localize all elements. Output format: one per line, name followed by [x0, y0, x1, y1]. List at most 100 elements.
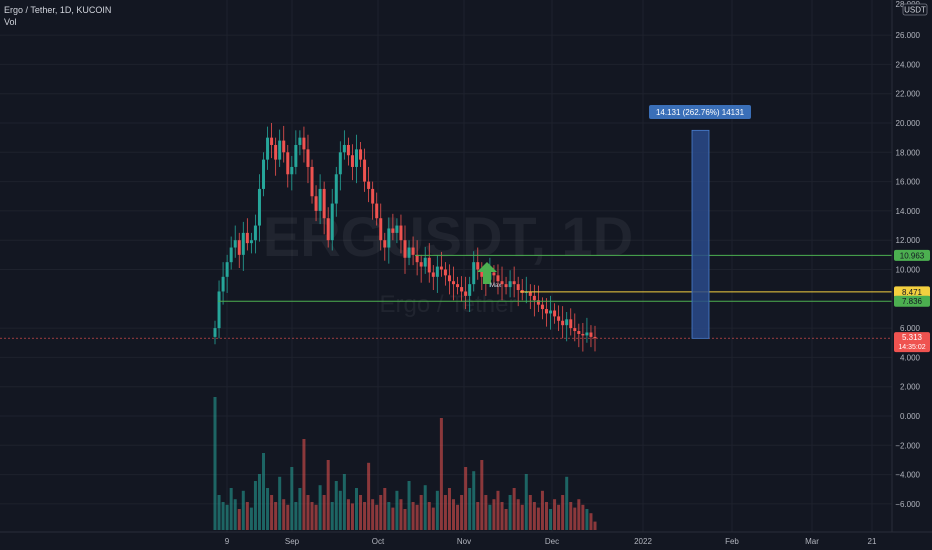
- volume-bars: [213, 397, 597, 530]
- volume-bar: [371, 499, 375, 530]
- watermark-name: Ergo / Tether: [380, 291, 517, 318]
- price-tick-label: 18.000: [896, 148, 921, 157]
- time-axis: 9 Sep Oct Nov Dec 2022 Feb Mar 21: [225, 537, 877, 546]
- price-tag-current-box: [894, 332, 930, 353]
- volume-bar: [512, 488, 516, 530]
- price-tick-label: 12.000: [896, 236, 921, 245]
- candle-body: [237, 240, 241, 255]
- candle-body: [516, 284, 520, 291]
- volume-bar: [367, 462, 371, 530]
- volume-bar: [573, 507, 577, 530]
- candle-body: [249, 240, 253, 244]
- volume-bar: [577, 499, 581, 530]
- candle-body: [569, 319, 573, 329]
- candle-body: [266, 137, 270, 160]
- price-tag-yellow-text: 8.471: [902, 288, 923, 297]
- candle-body: [573, 328, 577, 332]
- price-tag-green-top-text: 10.963: [900, 251, 925, 260]
- time-tick-label: Oct: [372, 537, 385, 546]
- candle-body: [278, 140, 282, 160]
- price-tick-label: −4.000: [895, 471, 920, 480]
- volume-bar: [480, 460, 484, 530]
- volume-bar: [274, 502, 278, 530]
- price-tag-current[interactable]: 5.313 14:35:02: [894, 332, 930, 353]
- volume-indicator-label[interactable]: Vol: [4, 17, 17, 27]
- candle-body: [492, 272, 496, 276]
- volume-bar: [488, 504, 492, 530]
- candle-body: [217, 291, 221, 329]
- volume-bar: [419, 495, 423, 530]
- volume-bar: [399, 499, 403, 530]
- volume-bar: [500, 502, 504, 530]
- volume-bar: [241, 490, 245, 530]
- chart-legend: Ergo / Tether, 1D, KUCOIN Vol: [4, 4, 111, 28]
- candle-body: [359, 149, 363, 160]
- candle-body: [411, 247, 415, 255]
- candle-body: [318, 188, 322, 211]
- time-tick-label: Nov: [457, 537, 471, 546]
- volume-bar: [472, 471, 476, 530]
- volume-bar: [496, 490, 500, 530]
- volume-bar: [310, 502, 314, 530]
- candle-body: [354, 149, 358, 167]
- candle-body: [294, 144, 298, 167]
- volume-bar: [569, 502, 573, 530]
- volume-bar: [270, 495, 274, 530]
- candle-body: [561, 320, 565, 326]
- candle-body: [528, 291, 532, 296]
- volume-bar: [354, 488, 358, 530]
- volume-bar: [484, 495, 488, 530]
- time-tick-label: 21: [868, 537, 877, 546]
- volume-bar: [553, 499, 557, 530]
- candle-body: [367, 181, 371, 189]
- candle-body: [496, 275, 500, 282]
- candle-body: [581, 333, 585, 336]
- annotation-text: Max: [490, 283, 501, 289]
- volume-bar: [253, 481, 257, 530]
- price-tag-green-top[interactable]: 10.963: [894, 249, 930, 261]
- candle-body: [407, 247, 411, 258]
- candle-body: [221, 276, 225, 292]
- candle-body: [476, 262, 480, 270]
- volume-bar: [520, 504, 524, 530]
- measure-label-box: [649, 105, 751, 119]
- volume-bar: [249, 507, 253, 530]
- time-tick-label: Mar: [805, 537, 819, 546]
- currency-badge[interactable]: USDT: [902, 3, 928, 16]
- price-candles: [213, 123, 597, 352]
- volume-bar: [278, 476, 282, 530]
- candle-body: [290, 166, 294, 175]
- price-tag-green-bottom[interactable]: 7.836: [894, 295, 930, 307]
- price-tick-label: 26.000: [896, 31, 921, 40]
- candle-body: [427, 257, 431, 273]
- volume-bar: [282, 499, 286, 530]
- price-tick-label: 10.000: [896, 266, 921, 275]
- price-tick-label: 14.000: [896, 207, 921, 216]
- volume-bar: [447, 488, 451, 530]
- volume-bar: [565, 476, 569, 530]
- volume-bar: [363, 502, 367, 530]
- candle-body: [593, 336, 597, 339]
- volume-bar: [532, 502, 536, 530]
- volume-bar: [407, 481, 411, 530]
- volume-bar: [229, 488, 233, 530]
- candle-body: [298, 137, 302, 145]
- candle-body: [225, 262, 229, 277]
- candle-body: [241, 232, 245, 255]
- price-tick-label: 20.000: [896, 119, 921, 128]
- volume-bar: [427, 502, 431, 530]
- price-tag-green-bottom-text: 7.836: [902, 297, 923, 306]
- price-tag-yellow[interactable]: 8.471: [894, 286, 930, 298]
- symbol-title[interactable]: Ergo / Tether, 1D, KUCOIN: [4, 5, 112, 15]
- volume-bar: [524, 474, 528, 530]
- candle-body: [452, 281, 456, 285]
- time-tick-label: 2022: [634, 537, 652, 546]
- candle-body: [512, 281, 516, 285]
- candle-body: [431, 272, 435, 277]
- volume-bar: [379, 495, 383, 530]
- candle-body: [314, 196, 318, 211]
- volume-bar: [233, 499, 237, 530]
- candle-body: [375, 203, 379, 219]
